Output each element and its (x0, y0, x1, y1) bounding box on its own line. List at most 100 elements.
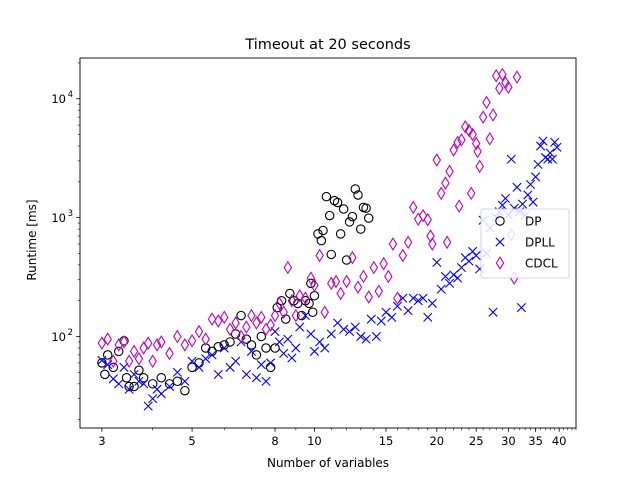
point-dpll-20 (213, 369, 223, 379)
point-cdcl-25 (242, 320, 251, 334)
point-dpll-18 (201, 354, 211, 364)
point-cdcl-87 (512, 70, 522, 84)
point-dpll-55 (392, 301, 403, 311)
point-cdcl-61 (418, 208, 428, 223)
point-dpll-37 (295, 322, 305, 332)
point-cdcl-52 (374, 284, 384, 299)
point-dpll-51 (371, 331, 381, 342)
point-dpll-45 (339, 324, 349, 334)
point-cdcl-21 (220, 310, 229, 325)
point-cdcl-40 (310, 278, 319, 293)
y-axis-label: Runtime [ms] (25, 199, 39, 280)
point-cdcl-10 (148, 354, 157, 369)
point-dp-61 (361, 203, 371, 213)
point-dp-8 (129, 381, 139, 392)
point-cdcl-24 (236, 329, 246, 344)
point-cdcl-58 (403, 235, 413, 250)
point-cdcl-68 (449, 143, 458, 157)
point-dpll-69 (456, 262, 467, 273)
point-dpll-15 (180, 376, 190, 386)
point-dp-62 (363, 213, 374, 223)
point-cdcl-44 (331, 274, 341, 289)
point-cdcl-32 (275, 296, 284, 311)
x-tick-label: 40 (552, 434, 567, 448)
point-dp-14 (172, 376, 183, 387)
point-dp-59 (356, 224, 366, 234)
point-cdcl-43 (327, 276, 336, 291)
point-dpll-32 (274, 337, 284, 347)
point-dpll-94 (533, 159, 543, 170)
x-tick-label: 20 (429, 434, 444, 448)
point-cdcl-56 (393, 291, 402, 306)
y-tick-label: 10 (51, 330, 66, 344)
point-cdcl-5 (124, 354, 134, 369)
point-cdcl-34 (283, 260, 293, 275)
point-dp-7 (124, 381, 134, 392)
legend-marker-dp (495, 216, 505, 226)
point-dp-58 (353, 190, 363, 200)
point-cdcl-18 (201, 332, 210, 346)
point-cdcl-48 (353, 280, 363, 295)
point-dpll-71 (464, 256, 474, 266)
point-cdcl-12 (157, 335, 166, 349)
point-cdcl-70 (457, 133, 466, 147)
point-dpll-58 (408, 293, 418, 303)
y-tick-label: 10 (51, 92, 66, 106)
point-cdcl-88 (426, 229, 435, 243)
point-dp-56 (347, 211, 358, 222)
point-cdcl-38 (301, 291, 310, 306)
point-dpll-56 (398, 293, 408, 303)
point-dp-1 (100, 369, 110, 380)
legend-marker-cdcl (495, 256, 505, 270)
point-dp-57 (350, 184, 360, 194)
point-dpll-54 (387, 312, 397, 322)
x-axis-label: Number of variables (267, 456, 389, 470)
point-dpll-43 (326, 329, 336, 339)
point-cdcl-76 (478, 110, 488, 124)
x-tick-label: 5 (188, 434, 195, 448)
legend: DP DPLL CDCL (480, 208, 570, 279)
legend-entry-dp: DP (495, 215, 541, 229)
point-dpll-61 (423, 312, 433, 322)
point-cdcl-82 (498, 67, 507, 82)
point-dpll-102 (552, 142, 562, 152)
point-cdcl-53 (379, 256, 388, 271)
point-cdcl-69 (453, 135, 462, 150)
point-cdcl-77 (482, 95, 491, 110)
point-dpll-88 (517, 199, 528, 209)
point-dpll-65 (440, 271, 451, 282)
point-dpll-64 (436, 284, 446, 294)
point-dp-26 (246, 340, 257, 350)
point-dpll-66 (444, 278, 455, 288)
point-cdcl-81 (495, 81, 504, 96)
point-cdcl-54 (384, 269, 393, 284)
point-dpll-93 (531, 172, 541, 182)
point-cdcl-78 (485, 131, 495, 146)
point-dpll-99 (545, 148, 555, 158)
point-dpll-36 (291, 343, 301, 353)
point-cdcl-26 (247, 308, 256, 323)
point-cdcl-28 (257, 310, 266, 325)
legend-label: CDCL (525, 257, 558, 271)
point-dp-45 (316, 235, 327, 246)
point-cdcl-14 (173, 329, 182, 344)
point-dp-10 (138, 372, 149, 383)
point-dpll-101 (550, 137, 560, 147)
point-cdcl-31 (270, 308, 280, 323)
point-dpll-73 (471, 250, 481, 261)
point-dp-49 (326, 249, 337, 260)
point-dp-28 (256, 331, 267, 342)
point-dp-55 (344, 217, 355, 227)
point-dp-24 (236, 310, 246, 321)
point-cdcl-72 (464, 123, 474, 138)
point-dpll-48 (356, 331, 366, 342)
point-cdcl-39 (306, 271, 316, 285)
point-dpll-90 (523, 190, 533, 200)
point-dpll-25 (241, 369, 251, 379)
point-dpll-13 (164, 381, 175, 392)
point-dpll-30 (265, 358, 276, 368)
point-cdcl-45 (336, 286, 345, 301)
point-dpll-78 (488, 307, 498, 317)
point-dp-9 (134, 365, 144, 376)
